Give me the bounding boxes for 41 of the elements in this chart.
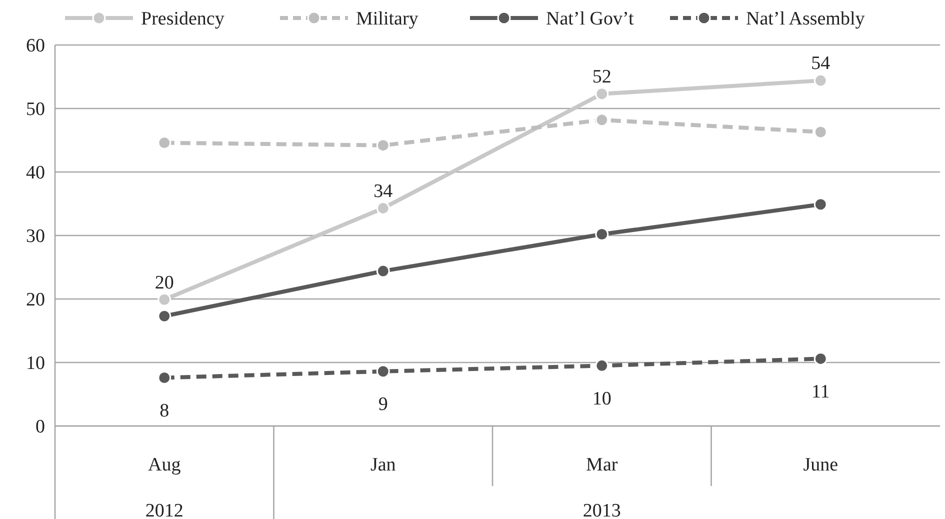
point [814,352,828,366]
point [158,370,172,384]
point [814,198,828,212]
y-tick-label: 10 [26,353,45,374]
data-label: 10 [592,388,612,410]
legend-label: Nat’l Gov’t [546,8,634,30]
y-tick-label: 60 [26,36,45,57]
point [814,125,828,139]
y-tick-label: 20 [26,290,45,311]
y-tick-label: 0 [36,416,45,438]
y-tick-label: 40 [26,162,45,184]
point [158,136,172,150]
x-tick-label: June [803,454,838,476]
point [595,227,609,241]
point [595,113,609,127]
y-tick-label: 50 [26,99,45,120]
x-tick-label: Jan [370,454,396,476]
point [158,309,172,323]
point [376,138,390,152]
legend-label: Military [356,8,419,30]
point [376,264,390,278]
data-label: 9 [378,394,388,416]
x-tick-label: Aug [148,454,182,476]
text: 2012 [145,500,184,519]
point [595,358,609,372]
data-label: 8 [160,400,170,422]
text: 2013 [582,500,621,519]
point [376,201,390,215]
data-label: 20 [154,272,174,294]
point [814,74,828,88]
legend-label: Presidency [141,8,225,30]
point [376,364,390,378]
data-label: 52 [592,66,612,88]
data-label: 11 [811,381,830,402]
legend-label: Nat’l Assembly [746,8,866,30]
data-label: 34 [374,180,394,202]
y-tick-label: 30 [26,226,45,248]
x-tick-label: Mar [586,454,618,476]
point [158,292,172,306]
data-label: 54 [811,53,831,74]
point [595,87,609,101]
